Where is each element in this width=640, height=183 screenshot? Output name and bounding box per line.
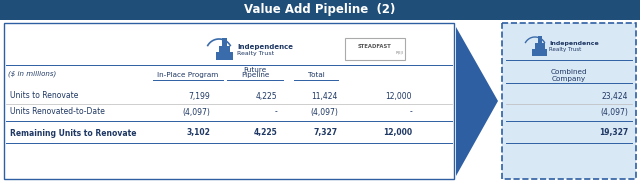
Text: Realty Trust: Realty Trust (237, 51, 274, 57)
Text: (4,097): (4,097) (310, 107, 338, 117)
Text: Independence: Independence (237, 44, 293, 50)
Text: -: - (409, 107, 412, 117)
Bar (535, 43, 545, 54)
Bar (219, 46, 230, 59)
Bar (538, 36, 542, 54)
Text: 12,000: 12,000 (383, 128, 412, 137)
FancyBboxPatch shape (502, 23, 636, 179)
Text: (4,097): (4,097) (182, 107, 210, 117)
Text: Units Renovated-to-Date: Units Renovated-to-Date (10, 107, 105, 117)
Text: STEADFAST: STEADFAST (358, 44, 392, 48)
Text: Future: Future (243, 67, 267, 73)
Text: 7,199: 7,199 (188, 92, 210, 100)
Text: Combined: Combined (550, 69, 588, 75)
Text: Value Add Pipeline  (2): Value Add Pipeline (2) (244, 3, 396, 16)
Bar (345, 38, 405, 60)
Text: Independence: Independence (549, 40, 599, 46)
Text: R|I|I: R|I|I (395, 50, 403, 54)
Text: Remaining Units to Renovate: Remaining Units to Renovate (10, 128, 136, 137)
Bar (4, 23, 454, 179)
Text: 3,102: 3,102 (186, 128, 210, 137)
Text: 7,327: 7,327 (314, 128, 338, 137)
Bar (222, 38, 227, 58)
Text: In-Place Program: In-Place Program (157, 72, 219, 78)
Bar (532, 49, 547, 56)
Text: (4,097): (4,097) (600, 107, 628, 117)
Text: 11,424: 11,424 (312, 92, 338, 100)
Text: Realty Trust: Realty Trust (549, 48, 581, 53)
Text: Units to Renovate: Units to Renovate (10, 92, 78, 100)
Text: 23,424: 23,424 (602, 92, 628, 100)
Text: 4,225: 4,225 (253, 128, 277, 137)
Text: Company: Company (552, 76, 586, 82)
Text: 4,225: 4,225 (255, 92, 277, 100)
Text: ($ in millions): ($ in millions) (8, 71, 56, 77)
Text: -: - (275, 107, 277, 117)
Polygon shape (456, 27, 498, 176)
Text: 19,327: 19,327 (599, 128, 628, 137)
Bar (0, 0, 640, 20)
Text: Pipeline: Pipeline (241, 72, 269, 78)
Bar (216, 52, 233, 60)
Text: 12,000: 12,000 (385, 92, 412, 100)
Text: Total: Total (308, 72, 324, 78)
